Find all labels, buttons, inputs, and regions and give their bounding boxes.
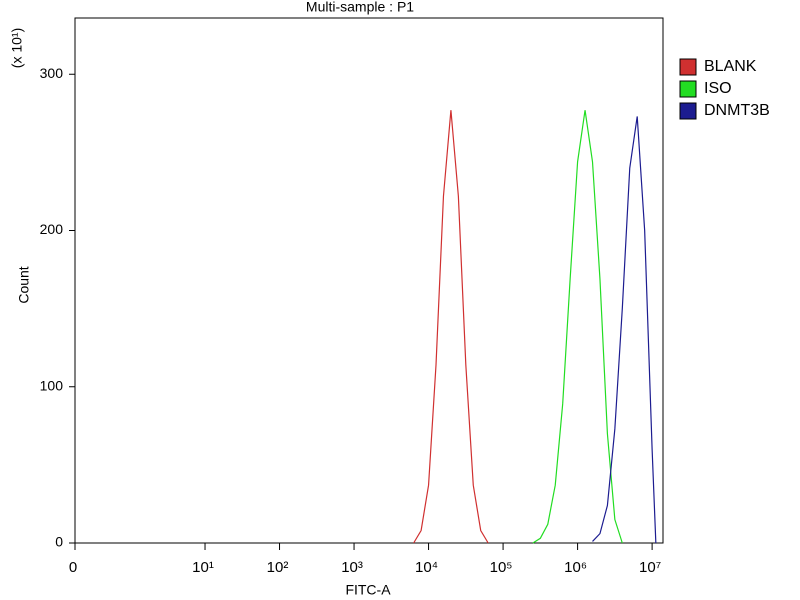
y-axis-multiplier: (x 10¹) [9, 28, 25, 68]
legend-label: BLANK [704, 58, 757, 75]
x-tick-label: 10⁴ [415, 559, 438, 576]
x-tick-label: 10² [267, 559, 289, 576]
legend-swatch [679, 102, 697, 120]
y-axis-label: Count [16, 266, 32, 303]
histogram-line [532, 110, 623, 544]
y-tick-label: 0 [55, 534, 63, 550]
histogram-line [592, 116, 657, 544]
x-tick-label: 10¹ [192, 559, 214, 576]
plot-frame [74, 17, 664, 544]
chart-title: Multi-sample : P1 [306, 0, 414, 15]
legend-swatch [679, 58, 697, 76]
legend-label: DNMT3B [704, 102, 770, 119]
x-tick-label: 10⁵ [490, 559, 513, 576]
y-tick-label: 300 [40, 65, 64, 81]
x-tick-label: 10⁷ [639, 559, 661, 576]
x-tick-label: 10³ [341, 559, 363, 576]
x-tick-label: 10⁶ [564, 559, 587, 576]
histogram-line [413, 110, 489, 544]
x-axis-label: FITC-A [345, 582, 391, 598]
x-tick-label: 0 [69, 559, 77, 576]
y-tick-label: 100 [40, 377, 64, 393]
legend-label: ISO [704, 80, 732, 97]
y-tick-label: 200 [40, 221, 64, 237]
legend-swatch [679, 80, 697, 98]
